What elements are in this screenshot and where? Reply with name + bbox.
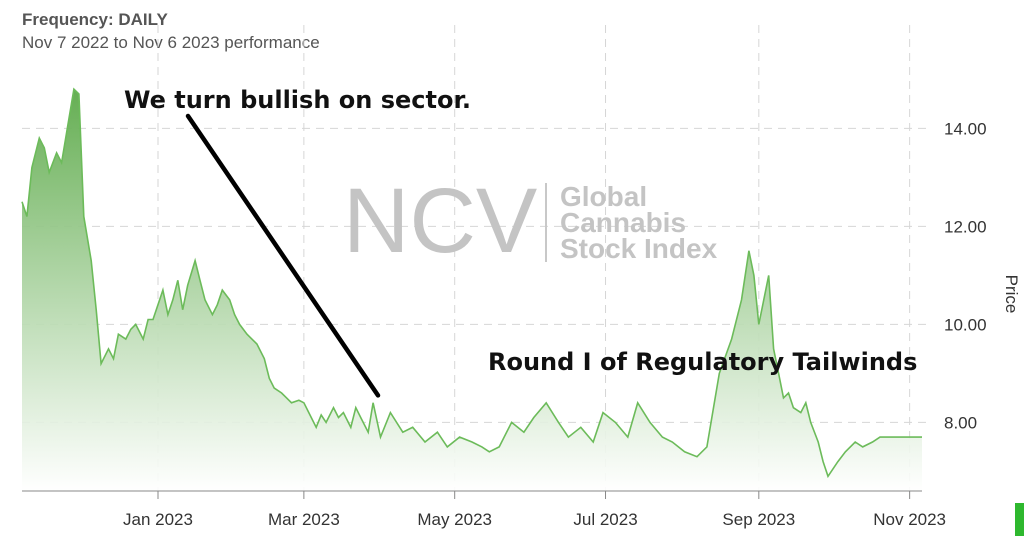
x-axis-ticks: Jan 2023 Mar 2023 May 2023 Jul 2023 Sep 2023… [123,491,946,529]
annotation-regulatory: Round I of Regulatory Tailwinds [488,348,917,376]
y-tick-label: 14.00 [944,119,987,138]
y-tick-label: 10.00 [944,315,987,334]
frequency-label: Frequency: DAILY [22,10,168,29]
x-tick-label: Jan 2023 [123,510,193,529]
x-tick-label: Sep 2023 [722,510,795,529]
y-axis-title: Price [1002,275,1021,314]
watermark: NCV Global Cannabis Stock Index [343,170,718,272]
y-tick-label: 12.00 [944,217,987,236]
watermark-logo: NCV [343,170,537,272]
y-axis-ticks: 8.00 10.00 12.00 14.00 [944,119,987,432]
x-tick-label: Jul 2023 [573,510,637,529]
y-tick-label: 8.00 [944,413,977,432]
price-line [21,87,922,479]
corner-marker [1015,503,1024,536]
watermark-line-3: Stock Index [560,233,718,264]
x-tick-label: May 2023 [417,510,492,529]
price-area [22,89,922,491]
annotation-bullish: We turn bullish on sector. [124,86,471,114]
x-tick-label: Nov 2023 [873,510,946,529]
performance-range: Nov 7 2022 to Nov 6 2023 performance [22,33,320,52]
watermark-line-2: Cannabis [560,207,686,238]
watermark-line-1: Global [560,181,647,212]
annotation-arrow [185,113,381,398]
x-tick-label: Mar 2023 [268,510,340,529]
